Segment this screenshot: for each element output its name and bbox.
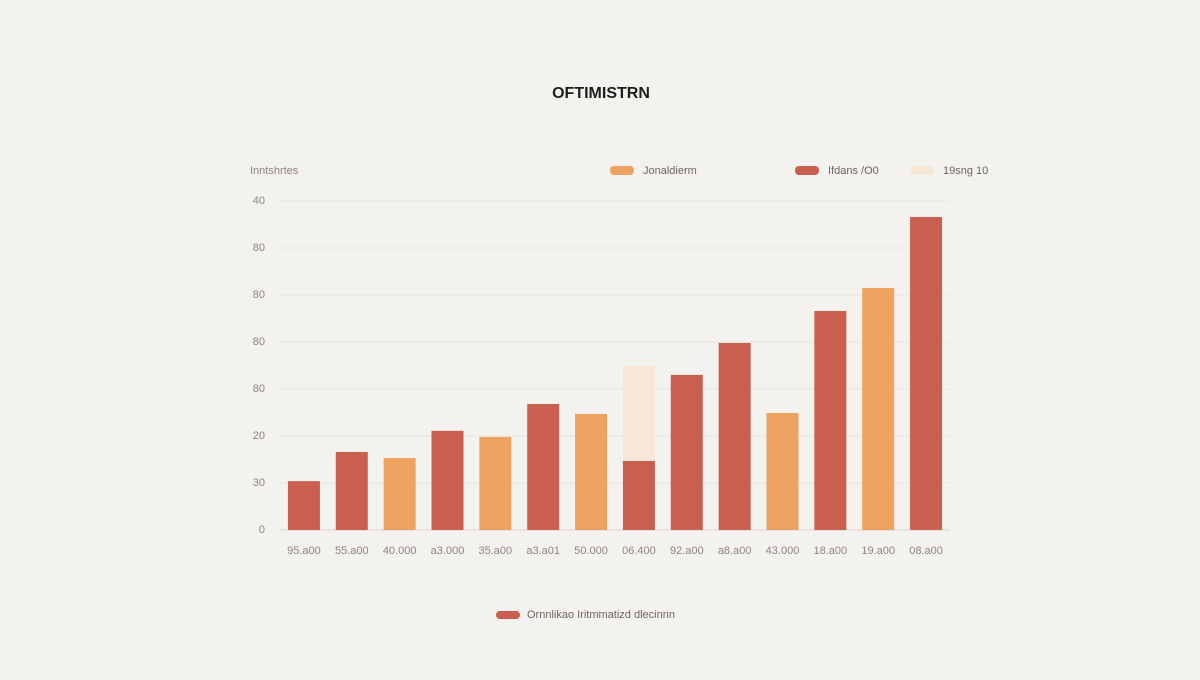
bar bbox=[527, 404, 560, 530]
legend-swatch bbox=[910, 166, 934, 175]
bar bbox=[335, 451, 368, 530]
legend-label: Ifdans /O0 bbox=[828, 165, 879, 177]
y-tick-label: 30 bbox=[253, 477, 265, 489]
bar bbox=[383, 458, 416, 530]
bar bbox=[575, 413, 608, 530]
legend-label: 19sng 10 bbox=[943, 165, 988, 177]
legend-swatch bbox=[610, 166, 634, 175]
y-tick-label: 20 bbox=[253, 430, 265, 442]
x-tick-label: 18.a00 bbox=[814, 545, 848, 557]
caption: Ornnlikao Iritmmatizd dlecinnn bbox=[527, 609, 675, 621]
bar bbox=[622, 460, 655, 530]
x-tick-label: 40.000 bbox=[383, 545, 417, 557]
x-tick-label: 35.a00 bbox=[479, 545, 513, 557]
x-tick-label: a8.a00 bbox=[718, 545, 752, 557]
bar bbox=[479, 436, 512, 530]
bar bbox=[287, 481, 320, 530]
x-tick-label: a3.a01 bbox=[526, 545, 560, 557]
x-tick-label: 95.a00 bbox=[287, 545, 321, 557]
y-tick-label: 80 bbox=[253, 242, 265, 254]
x-tick-label: 55.a00 bbox=[335, 545, 369, 557]
legend-label: Jonaldierm bbox=[643, 165, 697, 177]
bar bbox=[718, 342, 751, 530]
bar bbox=[670, 374, 703, 530]
x-tick-label: 19.a00 bbox=[861, 545, 895, 557]
x-tick-label: 43.000 bbox=[766, 545, 800, 557]
bar bbox=[910, 216, 943, 531]
bar bbox=[622, 365, 655, 461]
y-tick-label: 0 bbox=[259, 524, 265, 536]
legend-swatch bbox=[795, 166, 819, 175]
caption-swatch bbox=[496, 611, 520, 619]
bar bbox=[814, 310, 847, 530]
bar bbox=[766, 412, 799, 530]
y-tick-label: 40 bbox=[253, 195, 265, 207]
y-tick-label: 80 bbox=[253, 289, 265, 301]
x-tick-label: 06.400 bbox=[622, 545, 656, 557]
x-tick-label: 50.000 bbox=[574, 545, 608, 557]
y-tick-label: 80 bbox=[253, 336, 265, 348]
x-tick-label: 08.a00 bbox=[909, 545, 943, 557]
x-tick-label: 92.a00 bbox=[670, 545, 704, 557]
y-tick-label: 80 bbox=[253, 383, 265, 395]
bar bbox=[431, 430, 464, 530]
y-axis-label: Inntshrtes bbox=[250, 165, 299, 177]
x-tick-label: a3.000 bbox=[431, 545, 465, 557]
bar bbox=[862, 287, 895, 530]
chart-title: OFTIMISTRN bbox=[552, 85, 650, 102]
